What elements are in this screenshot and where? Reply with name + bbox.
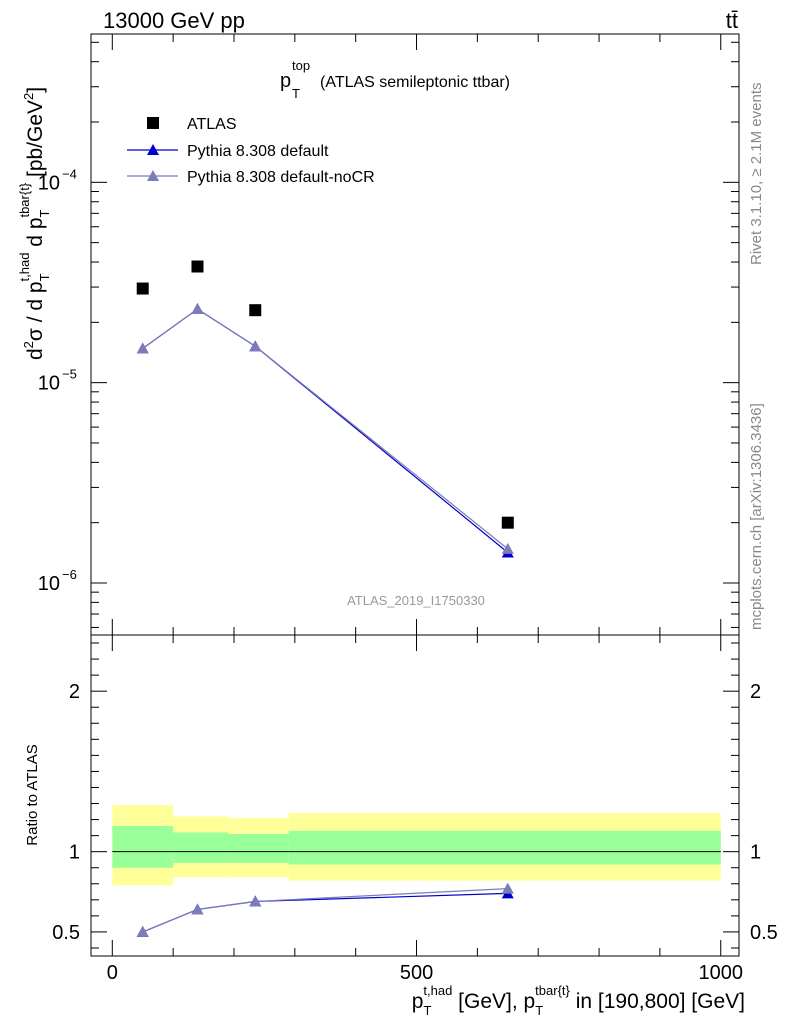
ratio-x-tick-labels: 0 500 1000 — [107, 962, 743, 984]
ratio-y-tick-label: 2 — [69, 681, 80, 703]
main-series-line — [142, 308, 509, 553]
process-label: tt̄ — [726, 8, 738, 33]
uncertainty-band-segment — [173, 832, 228, 863]
mc-point — [136, 342, 149, 354]
ratio-y-tick-label-right: 1 — [750, 842, 761, 864]
uncertainty-band-segment — [112, 825, 174, 868]
ratio-point — [249, 895, 262, 907]
data-point — [501, 516, 514, 529]
ratio-uncertainty-bands — [112, 805, 721, 886]
data-point — [136, 282, 149, 295]
mc-point — [191, 303, 204, 315]
data-point — [191, 260, 204, 273]
ratio-y-tick-labels: 0.5 0.5 1 1 2 2 — [52, 681, 778, 944]
mc-point — [501, 542, 514, 554]
ratio-y-tick-label: 1 — [69, 842, 80, 864]
ratio-series-line — [142, 887, 508, 933]
ratio-series — [136, 882, 514, 937]
ratio-y-axis-label: Ratio to ATLAS — [24, 744, 41, 845]
ratio-frame — [90, 634, 740, 957]
main-series — [136, 260, 514, 558]
ratio-point — [136, 925, 149, 937]
energy-label: 13000 GeV pp — [103, 8, 245, 33]
legend-marker-atlas — [147, 117, 159, 129]
main-y-tick-exponent: −6 — [62, 567, 77, 582]
ratio-panel: 0.5 0.5 1 1 2 2 0 500 1000 Ratio to ATLAS pTt,h… — [24, 634, 778, 1018]
legend: ATLAS Pythia 8.308 default Pythia 8.308 … — [127, 116, 375, 186]
chart-title-var: p — [280, 70, 291, 92]
ratio-point — [501, 882, 514, 894]
x-axis-label: pTt,had [GeV], pTtbar{t} in [190,800] [G… — [412, 983, 745, 1018]
data-point — [249, 304, 262, 317]
legend-label-nocr: Pythia 8.308 default-noCR — [187, 169, 375, 186]
legend-label-default: Pythia 8.308 default — [187, 143, 329, 160]
legend-marker-nocr — [147, 170, 159, 181]
main-y-tick-labels: 10−610−510−4 — [38, 166, 77, 595]
main-y-tick-exponent: −5 — [62, 367, 77, 382]
ratio-axis-ticks — [91, 635, 739, 956]
ratio-point — [191, 903, 204, 915]
ratio-x-tick-label: 0 — [107, 962, 118, 984]
uncertainty-band-segment — [227, 834, 289, 863]
main-y-tick-label: 10 — [38, 573, 60, 595]
ratio-y-tick-label: 0.5 — [52, 922, 80, 944]
ratio-y-tick-label-right: 0.5 — [750, 922, 778, 944]
analysis-id: ATLAS_2019_I1750330 — [347, 593, 485, 608]
main-y-tick-label: 10 — [38, 172, 60, 194]
chart-title-sub: T — [292, 86, 300, 101]
ratio-x-tick-label: 1000 — [698, 962, 743, 984]
main-y-tick-exponent: −4 — [62, 166, 77, 181]
mc-point — [249, 340, 262, 352]
chart-title-sup: top — [292, 58, 310, 73]
main-series-line — [142, 308, 509, 550]
ratio-x-tick-label: 500 — [400, 962, 433, 984]
legend-label-atlas: ATLAS — [187, 116, 237, 133]
chart-title: (ATLAS semileptonic ttbar) — [320, 74, 510, 91]
ratio-y-tick-label-right: 2 — [750, 681, 761, 703]
rivet-label: Rivet 3.1.10, ≥ 2.1M events — [748, 83, 765, 266]
uncertainty-band-segment — [288, 830, 721, 865]
legend-marker-default — [147, 144, 159, 155]
main-panel: 10−610−510−4 p top T (ATLAS semileptonic… — [17, 33, 740, 636]
main-y-tick-label: 10 — [38, 373, 60, 395]
main-y-axis-label: d2σ / d pTt,had d pTtbar{t} [pb/GeV2] — [17, 87, 52, 360]
main-axis-ticks — [91, 34, 739, 635]
mcplots-label: mcplots.cern.ch [arXiv:1306.3436] — [748, 403, 765, 630]
